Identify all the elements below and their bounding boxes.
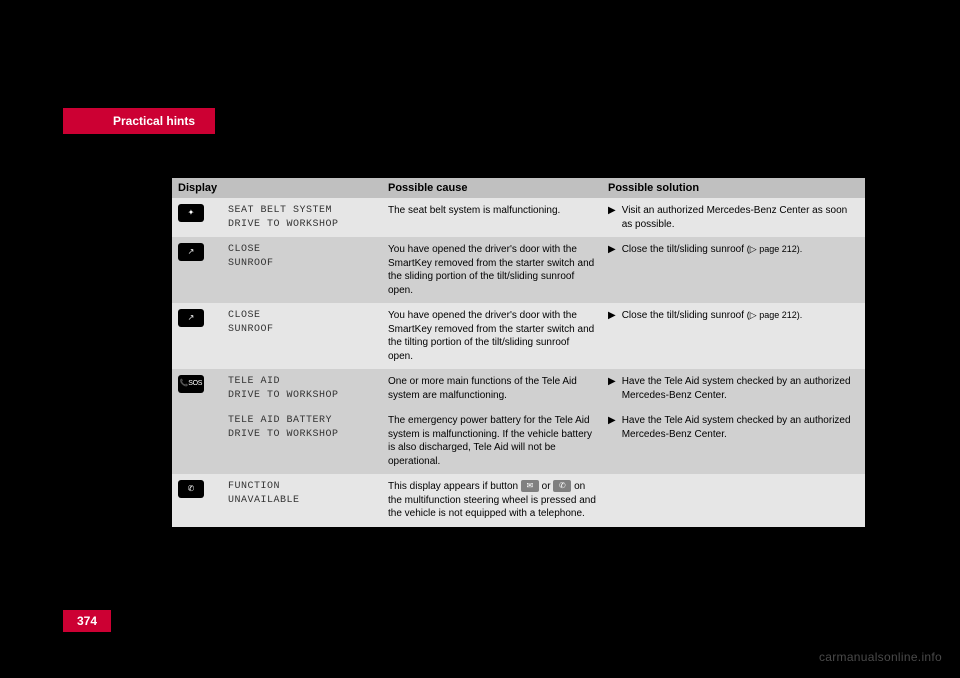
row-code-cell: CLOSE SUNROOF xyxy=(222,237,382,303)
sunroof-icon: ↗ xyxy=(178,309,204,327)
solution-text: Have the Tele Aid system checked by an a… xyxy=(622,414,859,468)
row-icon-cell xyxy=(172,408,222,474)
table-row: ✦ SEAT BELT SYSTEM DRIVE TO WORKSHOP The… xyxy=(172,198,865,237)
row-cause-cell: The emergency power battery for the Tele… xyxy=(382,408,602,474)
col-display-code xyxy=(222,178,382,198)
code-line: SUNROOF xyxy=(228,257,376,271)
table-row: 📞SOS TELE AID DRIVE TO WORKSHOP One or m… xyxy=(172,369,865,408)
code-line: DRIVE TO WORKSHOP xyxy=(228,389,376,403)
row-solution-cell: ▶ Close the tilt/sliding sunroof (▷ page… xyxy=(602,237,865,303)
sunroof-icon: ↗ xyxy=(178,243,204,261)
solution-text: Close the tilt/sliding sunroof (▷ page 2… xyxy=(622,309,859,363)
bullet-arrow-icon: ▶ xyxy=(608,414,616,468)
row-icon-cell: ✦ xyxy=(172,198,222,237)
row-cause-cell: This display appears if button ✉ or ✆ on… xyxy=(382,474,602,527)
page-ref: (▷ page 212). xyxy=(747,244,802,254)
row-code-cell: TELE AID DRIVE TO WORKSHOP xyxy=(222,369,382,408)
code-line: CLOSE xyxy=(228,243,376,257)
row-solution-cell: ▶ Have the Tele Aid system checked by an… xyxy=(602,408,865,474)
row-solution-cell: ▶ Close the tilt/sliding sunroof (▷ page… xyxy=(602,303,865,369)
code-line: TELE AID BATTERY xyxy=(228,414,376,428)
row-cause-cell: One or more main functions of the Tele A… xyxy=(382,369,602,408)
row-code-cell: SEAT BELT SYSTEM DRIVE TO WORKSHOP xyxy=(222,198,382,237)
message-table: Display Possible cause Possible solution… xyxy=(172,178,865,527)
section-tab: Practical hints xyxy=(63,108,215,134)
bullet-arrow-icon: ▶ xyxy=(608,243,616,297)
table-row: ↗ CLOSE SUNROOF You have opened the driv… xyxy=(172,303,865,369)
bullet-arrow-icon: ▶ xyxy=(608,309,616,363)
code-line: DRIVE TO WORKSHOP xyxy=(228,428,376,442)
col-display-icon: Display xyxy=(172,178,222,198)
col-cause: Possible cause xyxy=(382,178,602,198)
solution-text: Have the Tele Aid system checked by an a… xyxy=(622,375,859,402)
code-line: SUNROOF xyxy=(228,323,376,337)
row-icon-cell: 📞SOS xyxy=(172,369,222,408)
code-line: FUNCTION xyxy=(228,480,376,494)
seatbelt-icon: ✦ xyxy=(178,204,204,222)
table-row: TELE AID BATTERY DRIVE TO WORKSHOP The e… xyxy=(172,408,865,474)
page-number: 374 xyxy=(63,610,111,632)
table-header: Display Possible cause Possible solution xyxy=(172,178,865,198)
row-cause-cell: The seat belt system is malfunctioning. xyxy=(382,198,602,237)
table-row: ↗ CLOSE SUNROOF You have opened the driv… xyxy=(172,237,865,303)
watermark: carmanualsonline.info xyxy=(819,650,942,664)
row-cause-cell: You have opened the driver's door with t… xyxy=(382,237,602,303)
row-solution-cell xyxy=(602,474,865,527)
row-code-cell: FUNCTION UNAVAILABLE xyxy=(222,474,382,527)
row-solution-cell: ▶ Visit an authorized Mercedes-Benz Cent… xyxy=(602,198,865,237)
row-solution-cell: ▶ Have the Tele Aid system checked by an… xyxy=(602,369,865,408)
row-icon-cell: ↗ xyxy=(172,237,222,303)
code-line: TELE AID xyxy=(228,375,376,389)
code-line: SEAT BELT SYSTEM xyxy=(228,204,376,218)
row-code-cell: CLOSE SUNROOF xyxy=(222,303,382,369)
col-solution: Possible solution xyxy=(602,178,865,198)
row-icon-cell: ↗ xyxy=(172,303,222,369)
sos-icon: 📞SOS xyxy=(178,375,204,393)
table-row: ✆ FUNCTION UNAVAILABLE This display appe… xyxy=(172,474,865,527)
solution-text: Visit an authorized Mercedes-Benz Center… xyxy=(622,204,859,231)
section-title: Practical hints xyxy=(113,114,195,128)
code-line: CLOSE xyxy=(228,309,376,323)
phone-button-icon: ✆ xyxy=(553,480,571,492)
row-icon-cell: ✆ xyxy=(172,474,222,527)
row-code-cell: TELE AID BATTERY DRIVE TO WORKSHOP xyxy=(222,408,382,474)
row-cause-cell: You have opened the driver's door with t… xyxy=(382,303,602,369)
send-button-icon: ✉ xyxy=(521,480,539,492)
code-line: UNAVAILABLE xyxy=(228,494,376,508)
phone-icon: ✆ xyxy=(178,480,204,498)
bullet-arrow-icon: ▶ xyxy=(608,204,616,231)
bullet-arrow-icon: ▶ xyxy=(608,375,616,402)
page-ref: (▷ page 212). xyxy=(747,310,802,320)
code-line: DRIVE TO WORKSHOP xyxy=(228,218,376,232)
solution-text: Close the tilt/sliding sunroof (▷ page 2… xyxy=(622,243,859,297)
